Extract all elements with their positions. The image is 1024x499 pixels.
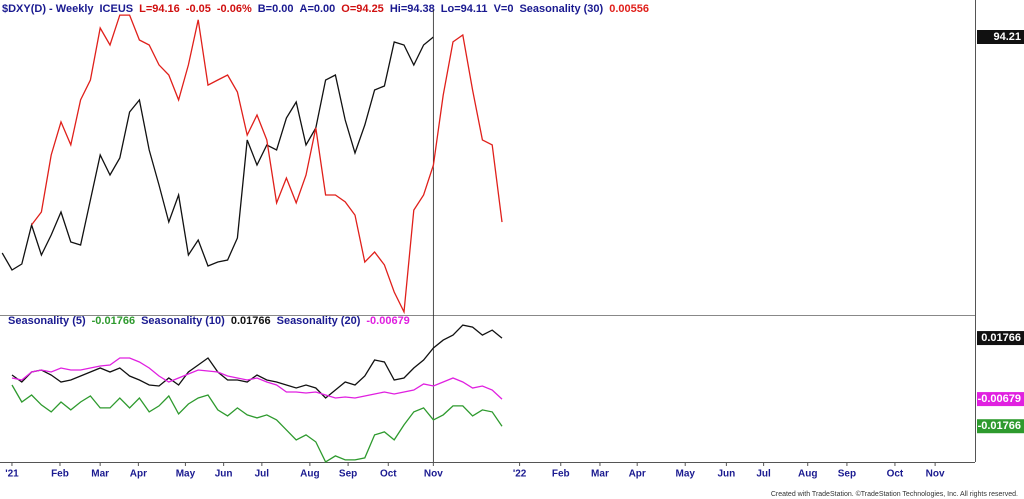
x-tick-label: Feb	[552, 469, 570, 480]
series-line	[1, 36, 434, 271]
exchange: ICEUS	[100, 3, 134, 15]
price-box-label: 0.01766	[981, 332, 1021, 344]
price-box-label: 94.21	[993, 31, 1021, 43]
quote-value: Hi=94.38	[390, 3, 435, 15]
x-tick-label: Nov	[926, 469, 945, 480]
quote-value: B=0.00	[258, 3, 294, 15]
price-box	[977, 419, 1024, 434]
legend-value: 0.01766	[231, 315, 271, 327]
price-box	[977, 30, 1024, 44]
legend-name: Seasonality (5)	[8, 315, 86, 327]
x-tick-label: Aug	[798, 469, 817, 480]
legend-name: Seasonality (20)	[277, 315, 361, 327]
x-tick-label: Jul	[255, 469, 270, 480]
quote-value: O=94.25	[341, 3, 384, 15]
quote-value: Lo=94.11	[441, 3, 488, 15]
x-tick-label: Aug	[300, 469, 319, 480]
legend-name: Seasonality (30)	[519, 3, 603, 15]
series-line	[11, 384, 503, 463]
price-box	[977, 392, 1024, 407]
x-tick-label: Apr	[130, 469, 147, 480]
x-tick-label: Sep	[838, 469, 856, 480]
x-tick-label: '21	[5, 469, 19, 480]
x-tick-label: Nov	[424, 469, 443, 480]
x-tick-label: Oct	[380, 469, 397, 480]
footer: Created with TradeStation. ©TradeStation…	[771, 490, 1018, 498]
x-tick-label: '22	[513, 469, 527, 480]
legend-value: -0.00679	[366, 315, 409, 327]
top-legend: $DXY(D) - Weekly ICEUS L=94.16 -0.05 -0.06% B…	[2, 3, 649, 15]
x-tick-label: Sep	[339, 469, 357, 480]
series-line	[31, 14, 503, 315]
x-tick-label: Apr	[629, 469, 646, 480]
price-box	[977, 331, 1024, 346]
x-tick-label: Jun	[717, 469, 735, 480]
series-line	[11, 324, 503, 399]
legend-value: -0.01766	[92, 315, 135, 327]
x-tick-label: May	[675, 469, 695, 480]
x-tick-label: Oct	[887, 469, 904, 480]
x-tick-label: Mar	[591, 469, 609, 480]
legend-value: 0.00556	[609, 3, 649, 15]
chart-title: $DXY(D) - Weekly	[2, 3, 94, 15]
series-line	[11, 357, 503, 400]
x-tick-label: Mar	[91, 469, 109, 480]
x-tick-label: Feb	[51, 469, 69, 480]
quote-value: L=94.16	[139, 3, 180, 15]
price-box-label: -0.00679	[978, 393, 1021, 405]
x-tick-label: Jun	[215, 469, 233, 480]
quote-value: V=0	[494, 3, 514, 15]
x-tick-label: Jul	[756, 469, 771, 480]
quote-value: -0.05	[186, 3, 211, 15]
quote-value: -0.06%	[217, 3, 252, 15]
x-tick-label: May	[176, 469, 196, 480]
bottom-legend: Seasonality (5) -0.01766 Seasonality (10) 0…	[8, 315, 410, 327]
legend-name: Seasonality (10)	[141, 315, 225, 327]
quote-value: A=0.00	[300, 3, 336, 15]
price-box-label: -0.01766	[978, 420, 1021, 432]
